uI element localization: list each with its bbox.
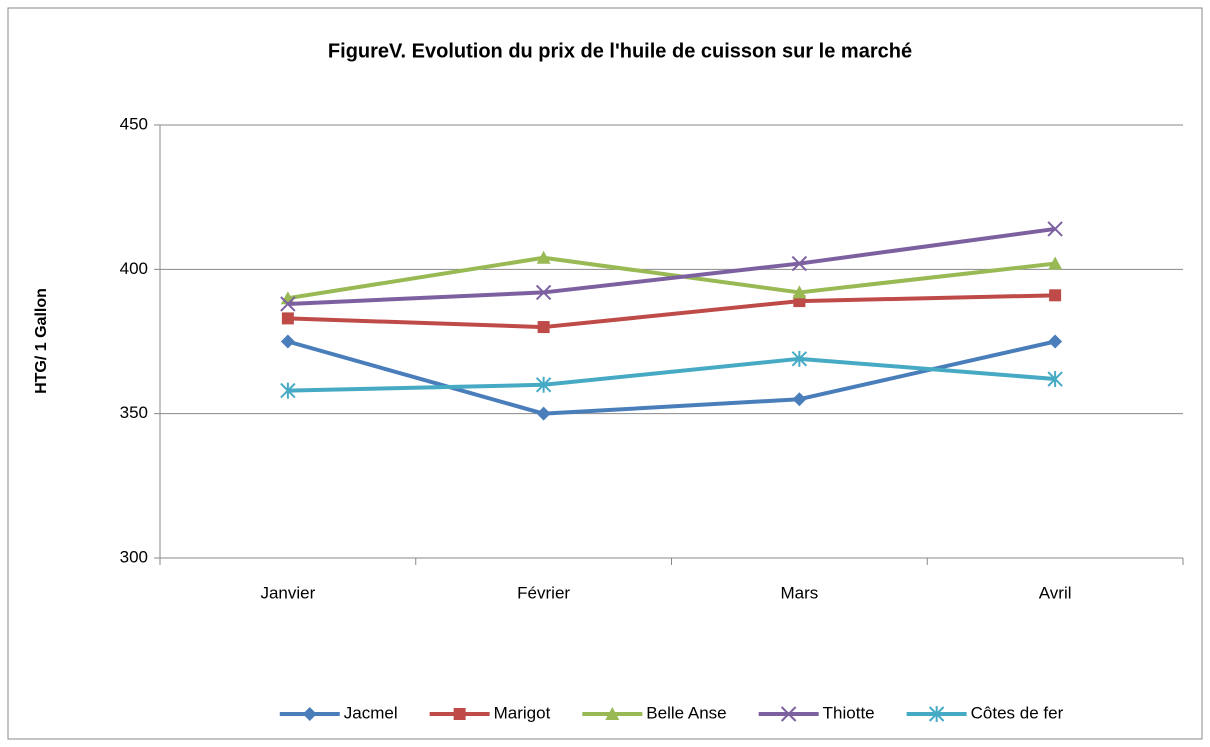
series-line <box>287 356 1056 393</box>
marker <box>792 392 807 407</box>
x-tick-label: Mars <box>780 583 818 602</box>
marker <box>536 250 551 264</box>
y-tick-label: 300 <box>120 547 148 566</box>
legend-item: Jacmel <box>279 703 398 722</box>
marker <box>792 285 807 299</box>
legend-item: Thiotte <box>758 703 875 722</box>
legend-label: Jacmel <box>344 703 398 722</box>
marker <box>280 296 296 312</box>
x-tick-label: Janvier <box>260 583 315 602</box>
series-line <box>287 293 1056 330</box>
legend-item: Côtes de fer <box>906 703 1064 722</box>
legend: Jacmel Marigot Belle Anse Thiotte Côtes de f… <box>279 703 1064 722</box>
marker <box>536 406 551 421</box>
marker <box>928 706 945 722</box>
marker <box>1048 334 1063 349</box>
marker <box>780 706 797 722</box>
legend-item: Marigot <box>429 703 551 722</box>
chart-title: FigureV. Evolution du prix de l'huile de… <box>328 40 912 62</box>
series-line <box>287 226 1056 306</box>
marker <box>1048 256 1063 270</box>
marker <box>1047 371 1063 388</box>
marker <box>535 376 552 393</box>
legend-label: Belle Anse <box>646 703 726 722</box>
legend-label: Thiotte <box>823 703 875 722</box>
marker <box>1049 289 1062 302</box>
y-tick-label: 450 <box>120 114 148 133</box>
marker <box>605 707 620 720</box>
chart-frame <box>7 7 1203 740</box>
y-tick-label: 400 <box>120 259 148 278</box>
marker <box>280 382 296 399</box>
y-axis-label: HTG/ 1 Gallon <box>33 288 50 394</box>
x-tick-label: Avril <box>1039 583 1072 602</box>
legend-item: Belle Anse <box>582 703 727 722</box>
marker <box>791 350 808 367</box>
marker <box>537 321 550 334</box>
legend-label: Marigot <box>494 703 551 722</box>
marker <box>302 707 317 721</box>
x-tick-label: Février <box>517 583 570 602</box>
legend-label: Côtes de fer <box>971 703 1064 722</box>
y-tick-label: 350 <box>120 403 148 422</box>
marker <box>453 708 466 720</box>
marker <box>1047 221 1063 237</box>
marker <box>535 284 552 301</box>
marker <box>280 334 295 349</box>
marker <box>281 312 294 325</box>
series-line <box>287 255 1056 301</box>
marker <box>791 255 808 272</box>
